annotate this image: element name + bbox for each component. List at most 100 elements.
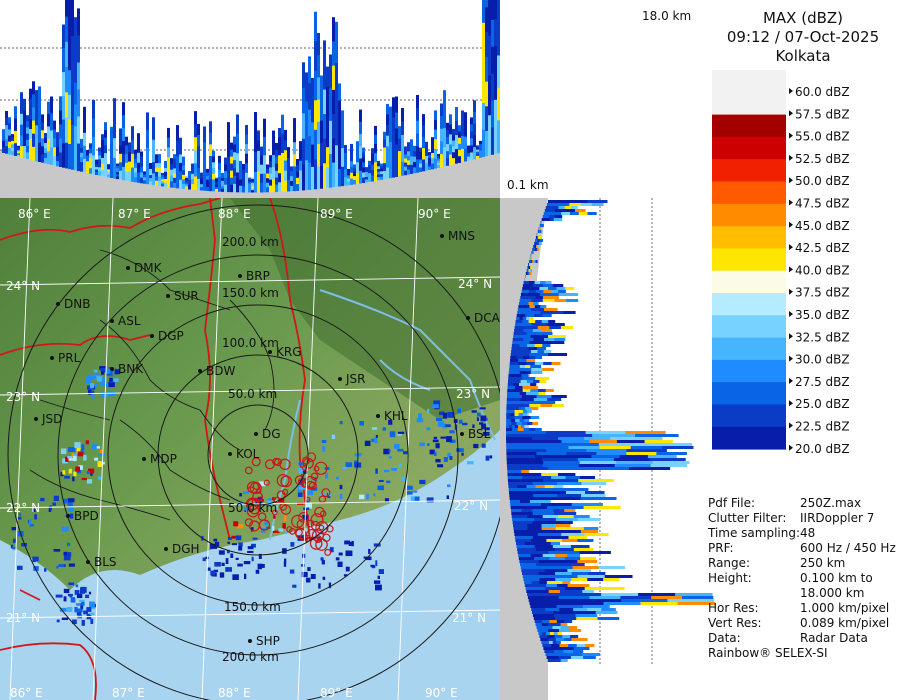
info-key: PRF:	[708, 541, 734, 555]
station-marker	[50, 356, 54, 360]
lon-label-bottom: 90° E	[425, 686, 458, 700]
station-marker	[248, 639, 252, 643]
station-label: DNB	[64, 297, 90, 311]
legend-tick-icon	[789, 110, 793, 117]
lon-label: 86° E	[18, 207, 51, 221]
station-label: BPD	[74, 509, 99, 523]
lon-label: 88° E	[218, 207, 251, 221]
station-label: KRG	[276, 345, 302, 359]
legend-tick-icon	[789, 377, 793, 384]
lat-label-right: 24° N	[458, 277, 492, 291]
info-key: Data:	[708, 631, 741, 645]
station-marker	[238, 274, 242, 278]
info-key: Range:	[708, 556, 751, 570]
station-marker	[198, 369, 202, 373]
station-marker	[150, 334, 154, 338]
legend-swatch	[712, 426, 786, 450]
station-label: SUR	[174, 289, 199, 303]
legend-tick-icon	[789, 154, 793, 161]
range-ring-label: 200.0 km	[222, 235, 279, 249]
footer-credit: Rainbow® SELEX-SI	[708, 646, 828, 660]
station-label: JSD	[41, 412, 62, 426]
legend-tick-icon	[789, 132, 793, 139]
top-height-label: 18.0 km	[642, 9, 692, 23]
legend-tick-icon	[789, 288, 793, 295]
legend-label: 55.0 dBZ	[795, 130, 850, 144]
info-value: 0.089 km/pixel	[800, 616, 890, 630]
bottom-height-label: 0.1 km	[507, 178, 549, 192]
legend-swatch	[712, 248, 786, 272]
info-key: Pdf File:	[708, 496, 756, 510]
legend-swatch	[712, 92, 786, 116]
legend-label: 60.0 dBZ	[795, 85, 850, 99]
legend-swatch	[712, 315, 786, 339]
legend-label: 57.5 dBZ	[795, 107, 850, 121]
datetime: 09:12 / 07-Oct-2025	[726, 28, 880, 46]
legend-swatch	[712, 337, 786, 361]
station-label: KOL	[236, 447, 260, 461]
legend-label: 47.5 dBZ	[795, 197, 850, 211]
legend-tick-icon	[789, 422, 793, 429]
range-ring-label-south: 50.0 km	[228, 501, 277, 515]
info-value: 250 km	[800, 556, 846, 570]
legend-label: 40.0 dBZ	[795, 263, 850, 277]
range-ring-label-south: 200.0 km	[222, 650, 279, 664]
station-label: JSR	[345, 372, 366, 386]
legend-tick-icon	[789, 400, 793, 407]
legend-tick-icon	[789, 311, 793, 317]
legend-tick-icon	[789, 266, 793, 273]
legend-label: 37.5 dBZ	[795, 286, 850, 300]
legend-swatch	[712, 136, 786, 160]
station-marker	[460, 432, 464, 436]
station-label: DG	[262, 427, 281, 441]
info-key: Vert Res:	[708, 616, 762, 630]
info-value: 600 Hz / 450 Hz	[800, 541, 896, 555]
legend-tick-icon	[789, 355, 793, 362]
station-name: Kolkata	[775, 47, 831, 65]
legend-swatch	[712, 226, 786, 249]
legend-tick-icon	[789, 221, 793, 228]
station-marker	[164, 547, 168, 551]
station-label: BNK	[118, 362, 144, 376]
legend-label: 32.5 dBZ	[795, 330, 850, 344]
station-label: DMK	[134, 261, 163, 275]
lon-label: 87° E	[118, 207, 151, 221]
info-value: Radar Data	[800, 631, 868, 645]
info-key: Time sampling:	[708, 526, 801, 540]
range-ring-label: 50.0 km	[228, 387, 277, 401]
legend-tick-icon	[789, 177, 793, 184]
product-title: MAX (dBZ)	[762, 9, 844, 27]
station-marker	[142, 457, 146, 461]
station-marker	[228, 452, 232, 456]
legend-swatch	[712, 270, 786, 294]
legend-swatch	[712, 181, 786, 205]
lon-label-bottom: 86° E	[10, 686, 43, 700]
bay-of-bengal	[0, 430, 500, 700]
station-marker	[338, 377, 342, 381]
legend-tick-icon	[789, 444, 793, 451]
station-marker	[376, 414, 380, 418]
range-ring-label: 100.0 km	[222, 336, 279, 350]
lon-label-bottom: 88° E	[218, 686, 251, 700]
legend-swatch	[712, 359, 786, 383]
info-key: Hor Res:	[708, 601, 759, 615]
legend-tick-icon	[789, 333, 793, 340]
station-marker	[110, 367, 114, 371]
legend-swatch	[712, 404, 786, 428]
lat-label: 21° N	[6, 611, 40, 625]
station-label: PRL	[58, 351, 81, 365]
lon-label-bottom: 87° E	[112, 686, 145, 700]
lon-label: 89° E	[320, 207, 353, 221]
station-marker	[56, 302, 60, 306]
top-projection-panel	[0, 0, 500, 198]
legend-swatch	[712, 203, 786, 227]
station-label: DCA	[474, 311, 501, 325]
lat-label-right: 23° N	[456, 387, 490, 401]
station-label: MNS	[448, 229, 475, 243]
info-value: 0.100 km to	[800, 571, 873, 585]
legend-label: 45.0 dBZ	[795, 219, 850, 233]
station-label: KHL	[384, 409, 408, 423]
lon-label: 90° E	[418, 207, 451, 221]
